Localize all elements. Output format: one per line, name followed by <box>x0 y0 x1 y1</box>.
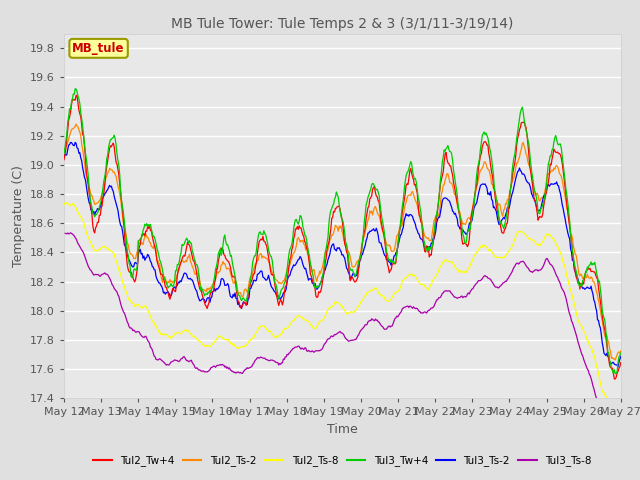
Line: Tul3_Ts-2: Tul3_Ts-2 <box>64 143 621 367</box>
Tul2_Ts-2 <box>60 149 68 155</box>
Tul3_Ts-2 <box>71 140 79 145</box>
Tul2_Ts-8 <box>204 343 212 349</box>
Tul3_Ts-8 <box>204 369 212 374</box>
Text: MB_tule: MB_tule <box>72 42 125 55</box>
Title: MB Tule Tower: Tule Temps 2 & 3 (3/1/11-3/19/14): MB Tule Tower: Tule Temps 2 & 3 (3/1/11-… <box>172 17 513 31</box>
Tul2_Ts-8 <box>480 242 488 248</box>
Line: Tul2_Ts-2: Tul2_Ts-2 <box>64 124 621 360</box>
Tul2_Tw+4 <box>611 376 619 382</box>
Tul2_Ts-2 <box>433 212 440 218</box>
Tul2_Ts-2 <box>611 357 619 363</box>
Tul2_Ts-2 <box>480 159 488 165</box>
Tul2_Ts-8 <box>313 324 321 330</box>
Tul3_Ts-2 <box>204 295 212 300</box>
Tul3_Ts-2 <box>614 364 622 370</box>
Tul3_Ts-2 <box>433 219 440 225</box>
Tul2_Ts-2 <box>72 121 80 127</box>
X-axis label: Time: Time <box>327 423 358 436</box>
Tul2_Ts-8 <box>611 405 619 411</box>
Tul3_Tw+4 <box>433 211 440 217</box>
Tul3_Tw+4 <box>159 273 167 278</box>
Tul2_Tw+4 <box>60 157 68 163</box>
Tul2_Ts-2 <box>617 348 625 354</box>
Tul2_Ts-8 <box>159 331 167 336</box>
Line: Tul3_Ts-8: Tul3_Ts-8 <box>64 233 621 434</box>
Tul2_Tw+4 <box>159 276 167 282</box>
Tul3_Tw+4 <box>204 289 212 295</box>
Tul2_Ts-8 <box>433 271 440 277</box>
Tul2_Ts-2 <box>159 274 167 279</box>
Tul3_Ts-2 <box>60 153 68 159</box>
Tul2_Ts-8 <box>389 293 397 299</box>
Tul2_Ts-2 <box>389 248 397 254</box>
Tul2_Tw+4 <box>389 261 397 266</box>
Tul3_Ts-2 <box>313 287 321 292</box>
Tul3_Tw+4 <box>313 285 321 291</box>
Tul2_Tw+4 <box>204 302 212 308</box>
Tul3_Ts-2 <box>389 258 397 264</box>
Tul2_Ts-8 <box>60 202 68 207</box>
Tul3_Tw+4 <box>389 258 397 264</box>
Tul3_Ts-2 <box>159 290 167 296</box>
Tul3_Ts-8 <box>60 230 68 236</box>
Tul2_Ts-2 <box>313 279 321 285</box>
Tul2_Tw+4 <box>617 360 625 365</box>
Tul3_Tw+4 <box>60 151 68 156</box>
Tul3_Ts-8 <box>617 428 625 434</box>
Tul3_Ts-2 <box>480 181 488 187</box>
Tul3_Ts-8 <box>159 359 167 365</box>
Tul3_Ts-8 <box>389 321 397 326</box>
Tul3_Ts-8 <box>480 273 488 279</box>
Tul2_Ts-8 <box>617 400 625 406</box>
Tul3_Ts-8 <box>609 432 617 437</box>
Tul2_Ts-2 <box>204 287 212 293</box>
Tul2_Ts-8 <box>63 200 70 205</box>
Tul3_Ts-8 <box>313 348 321 354</box>
Tul2_Tw+4 <box>433 213 440 218</box>
Tul3_Ts-8 <box>433 297 440 303</box>
Line: Tul3_Tw+4: Tul3_Tw+4 <box>64 89 621 374</box>
Tul3_Tw+4 <box>617 350 625 356</box>
Tul3_Ts-8 <box>67 230 74 236</box>
Tul3_Tw+4 <box>480 129 488 135</box>
Tul2_Tw+4 <box>72 93 80 98</box>
Line: Tul2_Tw+4: Tul2_Tw+4 <box>64 96 621 379</box>
Legend: Tul2_Tw+4, Tul2_Ts-2, Tul2_Ts-8, Tul3_Tw+4, Tul3_Ts-2, Tul3_Ts-8: Tul2_Tw+4, Tul2_Ts-2, Tul2_Ts-8, Tul3_Tw… <box>89 451 596 470</box>
Tul3_Ts-2 <box>617 353 625 359</box>
Tul2_Tw+4 <box>480 139 488 144</box>
Y-axis label: Temperature (C): Temperature (C) <box>12 165 24 267</box>
Tul3_Tw+4 <box>611 371 619 377</box>
Tul3_Tw+4 <box>71 86 79 92</box>
Line: Tul2_Ts-8: Tul2_Ts-8 <box>64 203 621 408</box>
Tul2_Tw+4 <box>313 295 321 300</box>
